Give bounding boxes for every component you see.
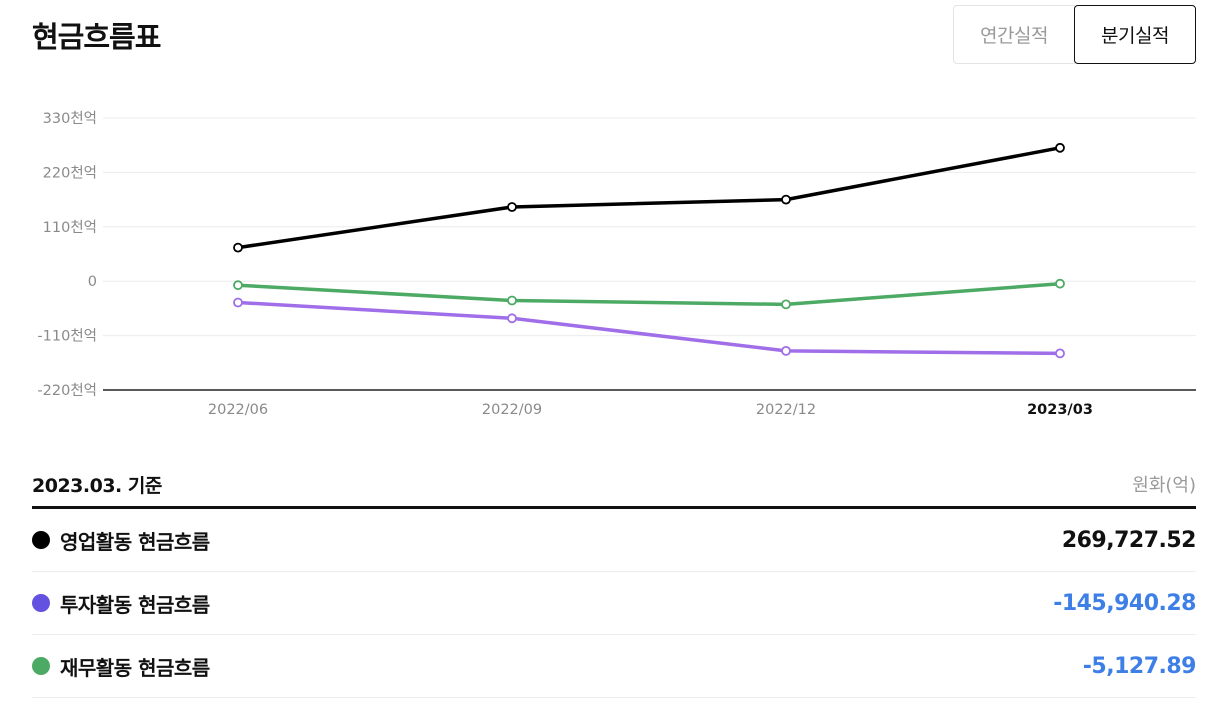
data-point[interactable]	[507, 313, 517, 324]
tab-annual[interactable]: 연간실적	[953, 5, 1075, 64]
grid-layer	[103, 117, 1196, 391]
y-tick-label: -110천억	[37, 328, 97, 345]
summary-list: 영업활동 현금흐름 269,727.52 투자활동 현금흐름 -145,940.…	[32, 509, 1197, 698]
row-value: -5,127.89	[1082, 653, 1197, 679]
y-tick-label: 220천억	[43, 164, 97, 181]
period-toggle: 연간실적 분기실적	[953, 5, 1196, 64]
legend-dot-icon	[32, 594, 50, 612]
row-label: 재무활동 현금흐름	[60, 655, 210, 680]
data-point[interactable]	[233, 297, 243, 308]
data-point[interactable]	[233, 280, 243, 291]
series-line	[236, 281, 1062, 307]
data-point[interactable]	[1055, 348, 1065, 359]
x-tick-label: 2022/09	[482, 402, 542, 418]
row-label: 투자활동 현금흐름	[60, 592, 210, 617]
data-point[interactable]	[507, 202, 517, 212]
series-line	[236, 300, 1062, 356]
summary-header: 2023.03. 기준 원화(억)	[32, 462, 1196, 509]
unit-label: 원화(억)	[1132, 475, 1196, 496]
row-label: 영업활동 현금흐름	[60, 529, 210, 554]
row-value: 269,727.52	[1061, 527, 1197, 553]
x-tick-label: 2022/06	[208, 402, 268, 418]
page-title: 현금흐름표	[32, 20, 161, 54]
row-value: -145,940.28	[1053, 590, 1196, 616]
y-tick-label: 110천억	[43, 219, 97, 236]
summary-row-financing: 재무활동 현금흐름 -5,127.89	[32, 635, 1197, 698]
data-point[interactable]	[1055, 142, 1065, 153]
y-tick-label: 0	[88, 274, 97, 290]
x-tick-label: 2023/03	[1027, 402, 1093, 418]
data-point[interactable]	[781, 345, 791, 356]
basis-date: 2023.03. 기준	[32, 474, 162, 497]
legend-dot-icon	[32, 657, 50, 675]
summary-row-operating: 영업활동 현금흐름 269,727.52	[32, 509, 1197, 572]
x-axis: 2022/06 2022/09 2022/12 2023/03	[208, 402, 1093, 418]
series-layer	[233, 142, 1065, 359]
series-line	[236, 146, 1062, 250]
legend-dot-icon	[32, 531, 50, 549]
y-tick-label: -220천억	[37, 382, 97, 399]
y-axis: 330천억 220천억 110천억 0 -110천억 -220천억	[37, 110, 97, 399]
data-point[interactable]	[781, 194, 791, 205]
tab-quarterly[interactable]: 분기실적	[1074, 5, 1196, 64]
summary-row-investing: 투자활동 현금흐름 -145,940.28	[32, 572, 1196, 635]
y-tick-label: 330천억	[43, 110, 97, 127]
data-point[interactable]	[233, 242, 243, 253]
data-point[interactable]	[507, 295, 517, 306]
data-point[interactable]	[781, 299, 791, 310]
x-tick-label: 2022/12	[756, 402, 816, 418]
data-point[interactable]	[1055, 278, 1065, 289]
